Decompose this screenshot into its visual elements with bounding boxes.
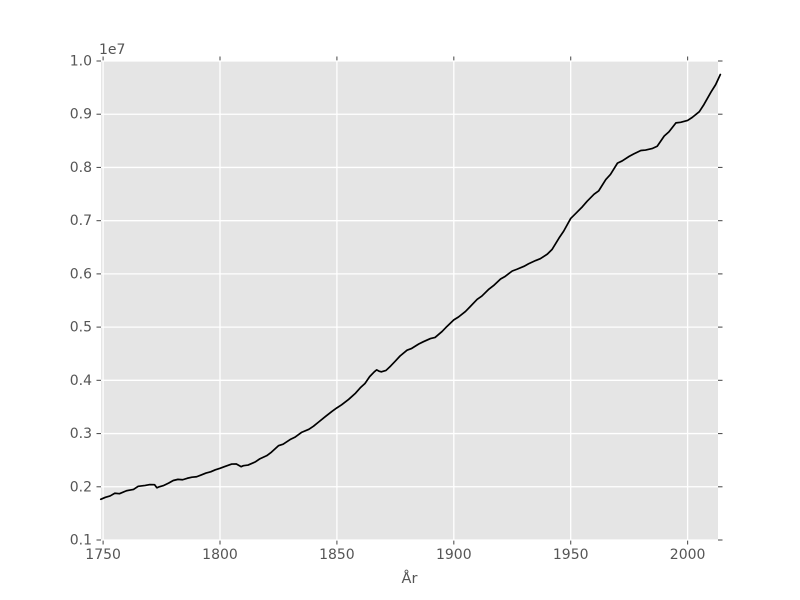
y-tick-label: 0.8 — [70, 160, 92, 176]
x-tick-label: 1950 — [553, 547, 589, 563]
data-line — [99, 73, 722, 501]
y-tick-label: 0.7 — [70, 213, 92, 229]
x-tick-label: 2000 — [670, 547, 706, 563]
x-tick-label: 1900 — [436, 547, 472, 563]
y-tick-label: 0.4 — [70, 373, 92, 389]
y-tick-label: 0.9 — [70, 107, 92, 123]
y-axis-offset-label: 1e7 — [99, 42, 125, 58]
y-tick-label: 0.5 — [70, 320, 92, 336]
x-tick-label: 1750 — [85, 547, 121, 563]
y-tick-label: 0.2 — [70, 479, 92, 495]
y-tick-label: 0.3 — [70, 426, 92, 442]
x-tick-label: 1800 — [202, 547, 238, 563]
x-tick-label: 1850 — [319, 547, 355, 563]
y-tick-label: 0.6 — [70, 266, 92, 282]
y-tick-label: 0.1 — [70, 533, 92, 549]
y-tick-label: 1.0 — [70, 54, 92, 70]
plot-area — [101, 61, 718, 540]
x-axis-title: År — [402, 570, 418, 587]
